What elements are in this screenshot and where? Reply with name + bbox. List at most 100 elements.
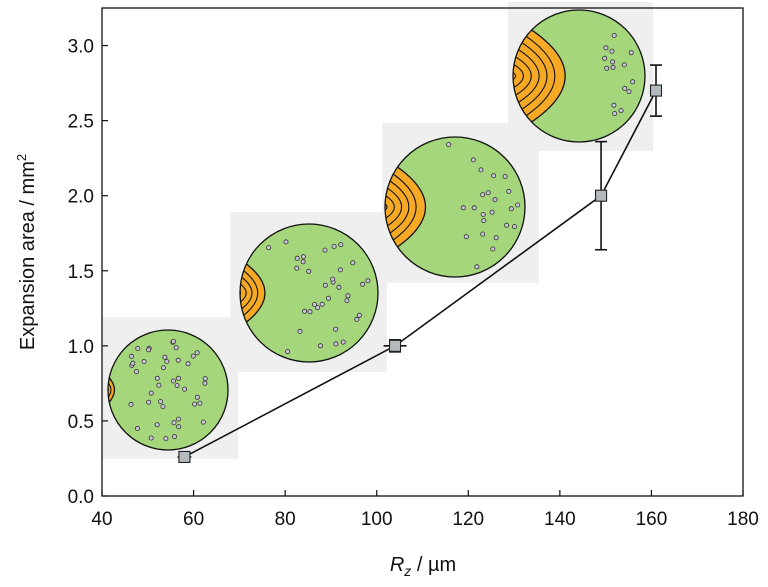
y-axis-label: Expansion area / mm2 — [14, 154, 39, 350]
inset-dot — [502, 173, 508, 179]
inset-dot — [141, 358, 147, 364]
inset-dot — [190, 353, 196, 359]
inset-dot — [307, 309, 313, 315]
inset-dot — [297, 328, 303, 334]
x-axis-label-subscript: z — [403, 563, 411, 579]
inset-contour — [240, 266, 253, 320]
inset-dot — [610, 64, 616, 70]
y-tick-label-2: 1.0 — [68, 337, 94, 358]
inset-dot — [314, 305, 320, 311]
inset-dot — [134, 425, 140, 431]
inset-dot — [504, 222, 510, 228]
inset-circle — [240, 224, 378, 362]
inset-dot — [197, 400, 203, 406]
x-tick-label-3: 100 — [361, 509, 393, 530]
axis-ticks: 40 60 80 100 120 140 160 180 0.0 0.5 1.0 1.5 2.0 2.5 3… — [68, 37, 759, 530]
inset-dot — [300, 254, 306, 260]
inset-dot — [460, 205, 466, 211]
inset-dot — [508, 206, 514, 212]
inset-dot — [171, 420, 177, 426]
inset-dot — [621, 62, 627, 68]
inset-dot — [176, 424, 182, 430]
y-tick-label-4: 2.0 — [68, 187, 94, 208]
inset-dot — [202, 376, 208, 382]
inset-circle — [108, 330, 228, 450]
inset-dot — [283, 239, 289, 245]
inset-dot — [170, 338, 176, 344]
inset-contour — [385, 187, 395, 227]
inset-dot — [294, 255, 300, 261]
inset-dot — [163, 436, 169, 442]
inset-dot — [154, 422, 160, 428]
inset-outline — [239, 223, 379, 363]
inset-1 — [230, 212, 387, 372]
x-axis-label-unit: / µm — [411, 554, 456, 576]
inset-dot — [478, 167, 484, 173]
data-point-0 — [178, 450, 191, 464]
inset-dot — [194, 350, 200, 356]
inset-dot — [602, 55, 608, 61]
inset-contour — [240, 258, 259, 328]
inset-dot — [164, 358, 170, 364]
inset-dot — [485, 190, 491, 196]
inset-dot — [146, 399, 152, 405]
inset-dot — [481, 218, 487, 224]
inset-contour — [385, 178, 402, 236]
inset-2 — [382, 123, 539, 283]
inset-dot — [200, 419, 206, 425]
inset-dot — [266, 245, 272, 251]
data-series — [177, 64, 663, 464]
inset-dot — [480, 231, 486, 237]
y-tick-label-0: 0.0 — [68, 487, 94, 508]
inset-dot — [302, 308, 308, 314]
inset-dot — [171, 434, 177, 440]
inset-dot — [474, 264, 480, 270]
x-axis-label-symbol: R — [390, 554, 404, 576]
inset-outline — [107, 329, 229, 451]
inset-dot — [317, 343, 323, 349]
inset-dot — [175, 375, 181, 381]
y-axis-label-superscript: 2 — [14, 154, 29, 161]
inset-dot — [345, 293, 351, 299]
inset-dot — [330, 276, 336, 282]
inset-dot — [185, 361, 191, 367]
data-point-3 — [649, 84, 663, 97]
inset-dot — [182, 386, 188, 392]
x-tick-label-6: 160 — [636, 509, 668, 530]
inset-images — [103, 2, 653, 459]
inset-dot — [337, 267, 343, 273]
inset-3 — [508, 2, 653, 151]
inset-circle — [385, 137, 525, 277]
inset-dot — [611, 102, 617, 108]
inset-dot — [173, 345, 179, 351]
inset-dot — [336, 284, 342, 290]
inset-dot — [319, 301, 325, 307]
inset-dot — [480, 211, 486, 217]
inset-dot — [490, 246, 496, 252]
inset-dot — [156, 382, 162, 388]
inset-dot — [285, 349, 291, 355]
inset-dot — [148, 435, 154, 441]
inset-dot — [135, 345, 141, 351]
inset-dot — [333, 326, 339, 332]
y-axis-label-text: Expansion area / mm — [17, 161, 39, 350]
inset-dot — [129, 353, 135, 359]
inset-dot — [612, 111, 618, 117]
inset-contour — [513, 47, 532, 105]
inset-dot — [360, 281, 366, 287]
inset-dot — [609, 48, 615, 54]
inset-dot — [175, 416, 181, 422]
data-point-1 — [388, 339, 402, 352]
inset-dot — [333, 341, 339, 347]
inset-dot — [170, 378, 176, 384]
inset-dot — [148, 390, 154, 396]
plot-frame — [101, 7, 744, 497]
inset-dot — [471, 205, 477, 211]
inset-dot — [133, 369, 139, 375]
inset-dot — [492, 197, 498, 203]
inset-dot — [306, 268, 312, 274]
inset-dot — [604, 65, 610, 71]
inset-dot — [610, 59, 616, 65]
inset-dot — [146, 347, 152, 353]
inset-dot — [515, 202, 521, 208]
